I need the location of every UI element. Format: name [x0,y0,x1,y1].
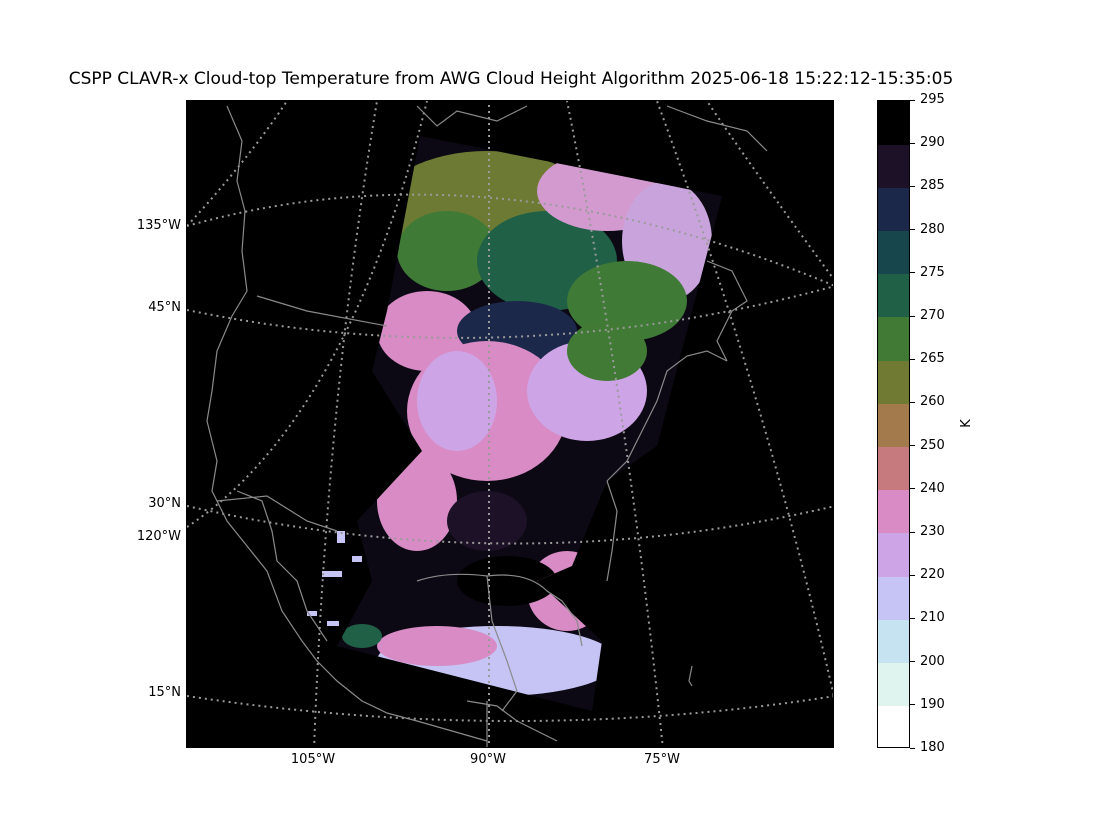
colorbar-tick-mark [910,747,915,749]
lon-label: 90°W [470,752,506,767]
colorbar-tick-label: 290 [920,135,945,151]
colorbar-tick-label: 230 [920,524,945,539]
colorbar-tick-mark [910,229,915,231]
colorbar-tick-mark [910,185,915,187]
colorbar-tick-mark [910,315,915,317]
colorbar-tick-label: 280 [920,221,945,237]
colorbar-segment [878,317,909,361]
colorbar-segment [878,360,909,404]
colorbar-segment [878,187,909,232]
colorbar-segment [878,144,909,188]
colorbar-segment [878,230,909,275]
colorbar-segment [878,533,909,577]
colorbar-tick-mark [910,401,915,403]
colorbar-segment [878,446,909,491]
colorbar-tick-label: 180 [920,740,945,755]
graticule [187,101,833,747]
colorbar-tick-label: 240 [920,480,945,496]
colorbar-tick-mark [910,272,915,274]
colorbar-tick-label: 270 [920,308,945,323]
colorbar-segment [878,576,909,620]
figure-title: CSPP CLAVR-x Cloud-top Temperature from … [68,69,954,89]
colorbar-tick-mark [910,99,915,101]
colorbar-unit-label: K [958,419,974,428]
colorbar-segment [878,273,909,318]
colorbar-tick-mark [910,142,915,144]
colorbar-tick-label: 250 [920,437,945,453]
colorbar-tick-label: 295 [920,92,945,107]
coastlines [206,105,768,747]
lon-label: 105°W [290,752,336,767]
lat-label: 120°W [136,529,181,544]
colorbar [877,100,910,748]
colorbar-tick-mark [910,574,915,576]
colorbar-tick-mark [910,445,915,447]
colorbar-tick-label: 285 [920,178,945,194]
colorbar-tick-label: 275 [920,264,945,280]
lon-label: 75°W [644,752,680,767]
lat-label: 45°N [148,300,181,315]
colorbar-tick-mark [910,358,915,360]
lat-label: 15°N [148,685,181,700]
scattered-clouds [307,531,362,626]
colorbar-segment [878,619,909,664]
colorbar-tick-mark [910,704,915,706]
colorbar-tick-mark [910,488,915,490]
colorbar-segment [878,662,909,707]
cloud-swath [337,136,722,711]
colorbar-tick-label: 265 [920,351,945,367]
colorbar-tick-label: 260 [920,394,945,410]
lat-label: 135°W [136,218,181,233]
colorbar-tick-mark [910,661,915,663]
colorbar-segment [878,101,909,145]
colorbar-tick-label: 200 [920,653,945,669]
colorbar-tick-mark [910,531,915,533]
colorbar-segment [878,489,909,534]
colorbar-tick-label: 220 [920,567,945,583]
lat-label: 30°N [148,496,181,511]
colorbar-tick-mark [910,617,915,619]
colorbar-tick-label: 210 [920,610,945,626]
colorbar-segment [878,705,909,747]
colorbar-tick-label: 190 [920,696,945,712]
colorbar-segment [878,403,909,448]
map-canvas [187,101,833,747]
map-panel [186,100,834,748]
